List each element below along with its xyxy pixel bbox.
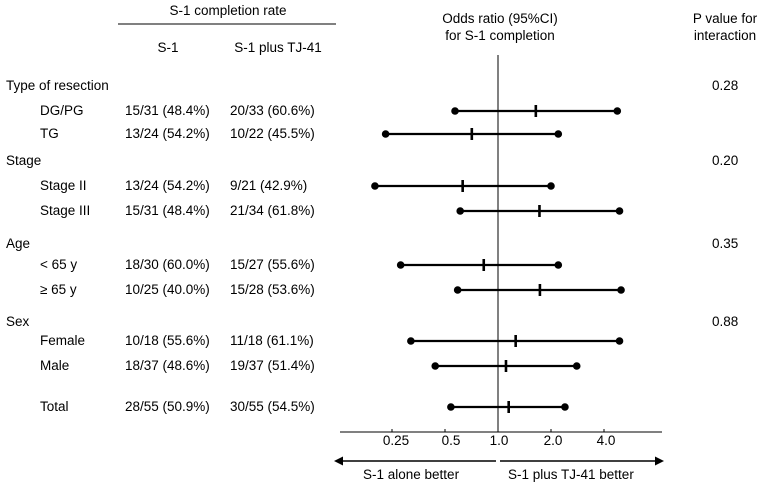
- ci-upper-point: [615, 337, 624, 345]
- header-p-line1: P value for: [692, 11, 758, 26]
- left-direction-label: S-1 alone better: [363, 467, 460, 482]
- p-value-sex: 0.88: [712, 314, 739, 329]
- row-s1-tj41: 9/21 (42.9%): [230, 178, 308, 193]
- left-arrowhead: [334, 456, 343, 466]
- header-or-line1: Odds ratio (95%CI): [442, 11, 558, 26]
- row-s1: 28/55 (50.9%): [125, 399, 210, 414]
- ci-lower-point: [371, 182, 379, 190]
- row-label: Female: [40, 333, 86, 348]
- row-s1-tj41: 20/33 (60.6%): [230, 103, 315, 118]
- right-arrowhead: [655, 456, 664, 466]
- row-s1: 13/24 (54.2%): [125, 126, 210, 141]
- row-s1: 10/18 (55.6%): [125, 333, 210, 348]
- group-label-stage: Stage: [6, 153, 42, 168]
- header-or-line2: for S-1 completion: [445, 28, 555, 43]
- ci-upper-point: [547, 182, 555, 190]
- ci-upper-point: [554, 261, 563, 269]
- ci-lower-point: [447, 403, 455, 411]
- row-s1-tj41: 21/34 (61.8%): [230, 203, 315, 218]
- row-label: DG/PG: [40, 103, 84, 118]
- row-label: Stage III: [40, 203, 91, 218]
- row-label: Total: [40, 399, 69, 414]
- ci-upper-point: [615, 207, 624, 215]
- axis-tick-label: 4.0: [596, 433, 616, 448]
- ci-lower-point: [407, 337, 415, 345]
- header-completion-rate: S-1 completion rate: [169, 3, 287, 18]
- axis-tick-label: 1.0: [489, 433, 509, 448]
- row-label: Male: [40, 358, 70, 373]
- p-value-age: 0.35: [712, 236, 739, 251]
- row-label: Stage II: [40, 178, 87, 193]
- header-p-line2: interaction: [693, 28, 757, 43]
- ci-lower-point: [456, 207, 465, 215]
- row-s1: 18/37 (48.6%): [125, 358, 210, 373]
- axis-tick-label: 0.25: [382, 433, 410, 448]
- row-s1-tj41: 30/55 (54.5%): [230, 399, 315, 414]
- header-col-s1: S-1: [157, 40, 179, 55]
- row-label: ≥ 65 y: [40, 282, 77, 297]
- group-label-resection: Type of resection: [6, 78, 109, 93]
- ci-lower-point: [396, 261, 405, 269]
- ci-lower-point: [381, 130, 390, 138]
- row-label: < 65 y: [40, 257, 78, 272]
- row-s1-tj41: 10/22 (45.5%): [230, 126, 315, 141]
- ci-lower-point: [451, 107, 459, 115]
- axis-tick-label: 2.0: [543, 433, 563, 448]
- ci-upper-point: [554, 130, 563, 138]
- axis-tick-label: 0.5: [441, 433, 461, 448]
- p-value-resection: 0.28: [712, 78, 739, 93]
- ci-upper-point: [572, 362, 581, 370]
- group-label-age: Age: [6, 236, 31, 251]
- ci-lower-point: [431, 362, 440, 370]
- p-value-stage: 0.20: [712, 153, 739, 168]
- row-label: TG: [40, 126, 59, 141]
- row-s1-tj41: 15/28 (53.6%): [230, 282, 315, 297]
- row-s1: 18/30 (60.0%): [125, 257, 210, 272]
- ci-lower-point: [453, 286, 462, 294]
- header-col-s1-tj41: S-1 plus TJ-41: [234, 40, 322, 55]
- row-s1: 15/31 (48.4%): [125, 103, 210, 118]
- right-direction-label: S-1 plus TJ-41 better: [508, 467, 634, 482]
- ci-upper-point: [561, 403, 569, 411]
- ci-upper-point: [617, 286, 625, 294]
- row-s1-tj41: 11/18 (61.1%): [230, 333, 314, 348]
- row-s1-tj41: 19/37 (51.4%): [230, 358, 315, 373]
- group-label-sex: Sex: [6, 314, 30, 329]
- row-s1: 13/24 (54.2%): [125, 178, 210, 193]
- row-s1: 15/31 (48.4%): [125, 203, 210, 218]
- ci-upper-point: [613, 107, 622, 115]
- row-s1: 10/25 (40.0%): [125, 282, 210, 297]
- row-s1-tj41: 15/27 (55.6%): [230, 257, 315, 272]
